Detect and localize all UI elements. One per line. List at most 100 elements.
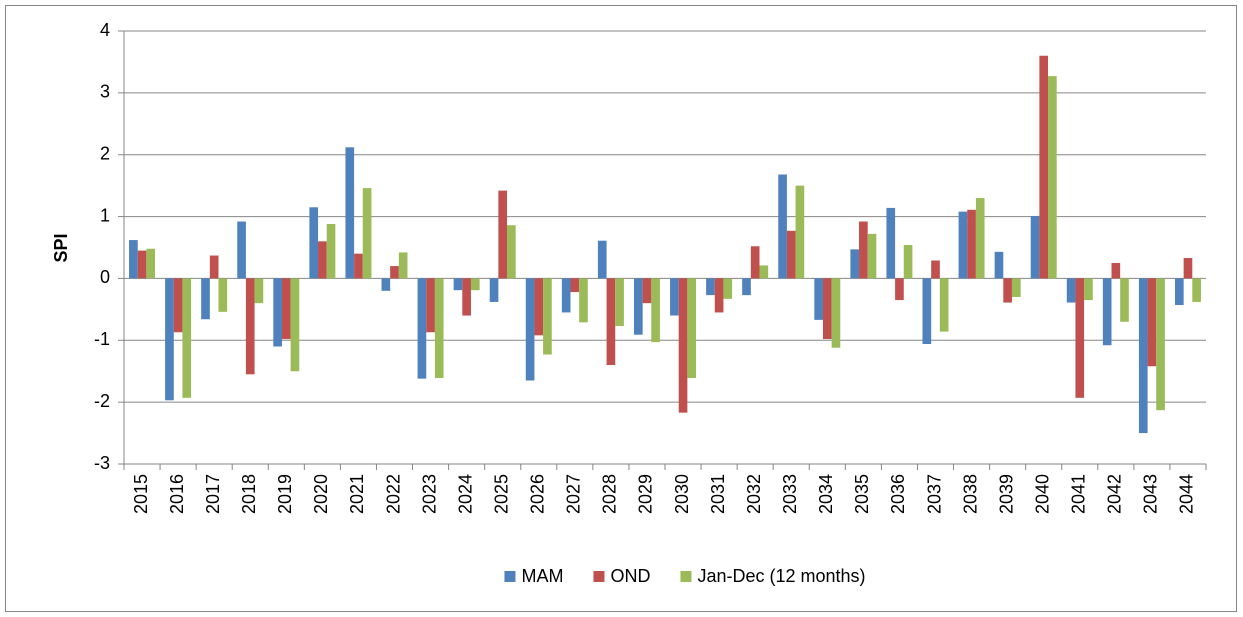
x-tick-label: 2035 xyxy=(852,474,872,514)
bar xyxy=(994,251,1004,279)
bar xyxy=(129,240,138,279)
bar xyxy=(579,278,588,323)
bar xyxy=(507,225,516,279)
bar xyxy=(633,278,643,335)
bar xyxy=(759,265,769,279)
bar xyxy=(489,278,499,302)
x-tick-label: 2040 xyxy=(1032,474,1052,514)
bar xyxy=(182,278,192,398)
bar xyxy=(273,278,282,347)
bar xyxy=(201,278,210,320)
y-tick-label: 2 xyxy=(100,143,110,163)
y-tick-label: 1 xyxy=(100,205,110,225)
bar xyxy=(462,278,471,316)
bar xyxy=(714,278,724,313)
bar xyxy=(1003,278,1012,303)
x-tick-label: 2022 xyxy=(383,474,403,514)
bar xyxy=(606,278,616,366)
bar xyxy=(318,241,327,279)
bar xyxy=(1111,262,1121,279)
bar xyxy=(173,278,183,333)
bar xyxy=(570,278,580,293)
bar xyxy=(750,246,760,279)
x-tick-label: 2019 xyxy=(275,474,295,514)
bar xyxy=(209,255,219,279)
bar xyxy=(281,278,291,340)
x-tick-label: 2031 xyxy=(708,474,728,514)
x-tick-label: 2028 xyxy=(600,474,620,514)
bar xyxy=(742,278,751,296)
bar xyxy=(290,278,300,372)
bar xyxy=(939,278,949,332)
x-tick-label: 2043 xyxy=(1141,474,1161,514)
bar xyxy=(903,245,913,279)
x-tick-label: 2036 xyxy=(888,474,908,514)
bar xyxy=(1147,278,1157,367)
bar xyxy=(678,278,688,413)
bar xyxy=(426,278,435,333)
bar xyxy=(470,278,480,291)
bar xyxy=(245,278,255,375)
x-tick-label: 2038 xyxy=(960,474,980,514)
bar xyxy=(1102,278,1112,346)
legend-swatch xyxy=(680,571,692,582)
x-tick-label: 2042 xyxy=(1105,474,1125,514)
legend-swatch xyxy=(593,571,605,582)
y-tick-label: 3 xyxy=(100,82,110,102)
x-tick-label: 2034 xyxy=(816,474,836,514)
bar xyxy=(597,240,607,279)
bar xyxy=(165,278,174,401)
bar xyxy=(1039,55,1049,279)
bar xyxy=(534,278,544,336)
bar xyxy=(1192,278,1201,302)
bar xyxy=(1183,258,1193,279)
bar xyxy=(434,278,444,379)
bar xyxy=(1138,278,1148,434)
x-tick-label: 2018 xyxy=(239,474,259,514)
bar xyxy=(237,221,246,279)
bar xyxy=(651,278,660,343)
bar xyxy=(561,278,571,313)
x-tick-label: 2025 xyxy=(491,474,511,514)
y-axis-label: SPI xyxy=(51,233,71,262)
bar xyxy=(1066,278,1076,303)
bar xyxy=(859,221,868,279)
bar xyxy=(498,190,508,279)
bar xyxy=(814,278,823,320)
bar xyxy=(390,266,399,279)
bar xyxy=(543,278,552,355)
bar xyxy=(1011,278,1021,297)
bar xyxy=(1156,278,1165,411)
bar xyxy=(453,278,463,291)
bar xyxy=(687,278,697,379)
bar xyxy=(975,198,985,279)
y-tick-label: -1 xyxy=(94,329,110,349)
x-tick-label: 2029 xyxy=(636,474,656,514)
bar xyxy=(642,278,652,304)
bar xyxy=(850,249,860,279)
x-tick-label: 2020 xyxy=(311,474,331,514)
bar xyxy=(218,278,228,312)
bar xyxy=(706,278,715,296)
bar xyxy=(381,278,391,291)
bar xyxy=(1174,278,1184,306)
legend-label: OND xyxy=(610,566,650,586)
y-tick-label: 0 xyxy=(100,267,110,287)
bar xyxy=(958,211,968,279)
bar xyxy=(867,233,877,279)
bar xyxy=(615,278,624,327)
x-tick-label: 2044 xyxy=(1177,474,1197,514)
bar xyxy=(345,147,355,279)
x-tick-label: 2017 xyxy=(203,474,223,514)
bar xyxy=(1048,76,1057,279)
bar xyxy=(922,278,932,344)
legend-label: Jan-Dec (12 months) xyxy=(697,566,865,586)
x-tick-label: 2015 xyxy=(131,474,151,514)
bar xyxy=(723,278,733,299)
bar xyxy=(778,174,787,279)
x-tick-label: 2033 xyxy=(780,474,800,514)
bar xyxy=(831,278,841,348)
y-tick-label: 4 xyxy=(100,20,110,40)
bar xyxy=(886,207,896,279)
